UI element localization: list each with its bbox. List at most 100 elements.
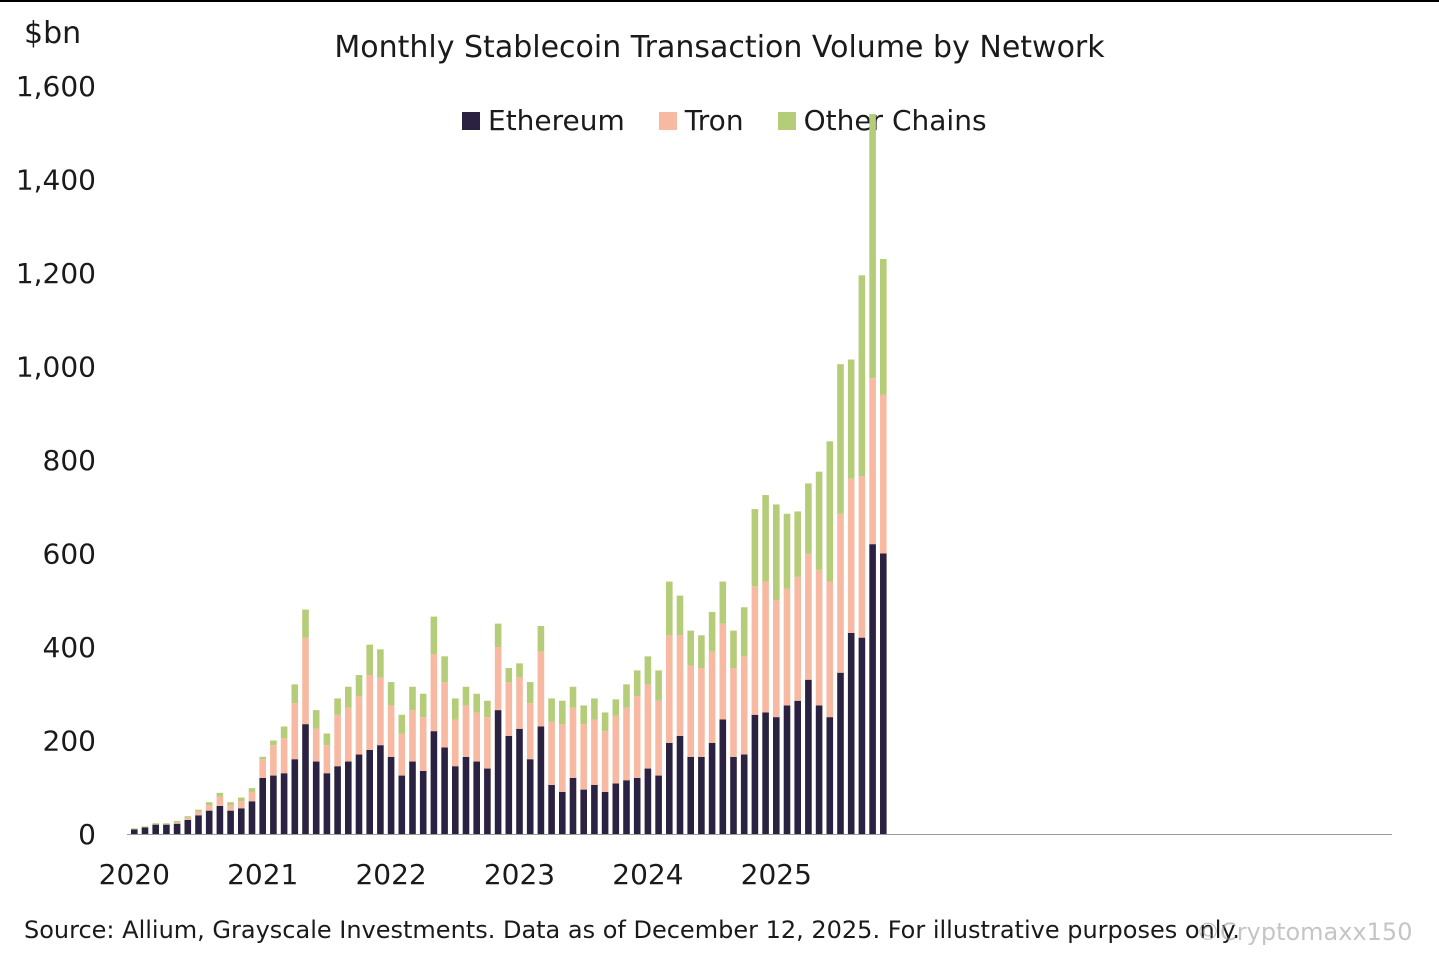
bar-segment-other-chains — [601, 712, 609, 732]
bar-segment-other-chains — [163, 823, 170, 825]
bar-segment-other-chains — [805, 483, 812, 554]
legend-label-tron: Tron — [684, 104, 744, 137]
legend-label-ethereum: Ethereum — [488, 104, 625, 137]
bar-segment-tron — [698, 668, 705, 757]
bar-segment-tron — [580, 724, 587, 790]
bar-segment-ethereum — [141, 827, 149, 834]
bar-segment-tron — [633, 696, 641, 778]
legend-swatch-ethereum — [462, 111, 480, 130]
bar-segment-tron — [291, 703, 299, 760]
bar-segment-tron — [730, 668, 737, 757]
bar-segment-other-chains — [623, 684, 630, 708]
bar-segment-tron — [815, 569, 823, 706]
bar-segment-other-chains — [655, 670, 662, 701]
bar-segment-ethereum — [291, 759, 299, 834]
bar-segment-ethereum — [195, 815, 202, 834]
bar-segment-ethereum — [398, 775, 406, 834]
bar-segment-tron — [740, 656, 748, 755]
bar-segment-tron — [366, 675, 373, 750]
x-tick-label: 2023 — [484, 858, 555, 891]
bar-segment-other-chains — [248, 788, 256, 792]
bar-segment-ethereum — [441, 747, 448, 834]
legend-swatch-other-chains — [777, 111, 796, 130]
bar-segment-tron — [805, 553, 812, 680]
bar-segment-tron — [869, 378, 876, 545]
y-tick-label: 1,400 — [16, 164, 96, 197]
legend-item-tron: Tron — [658, 104, 744, 137]
bar-segment-other-chains — [131, 828, 138, 830]
bar-segment-tron — [655, 700, 662, 776]
bar-segment-other-chains — [666, 581, 673, 636]
bar-segment-ethereum — [505, 735, 513, 834]
legend-item-ethereum: Ethereum — [462, 104, 625, 137]
bar-segment-tron — [847, 478, 855, 633]
bar-segment-ethereum — [152, 824, 159, 834]
bar-segment-other-chains — [452, 698, 459, 720]
bar-segment-other-chains — [430, 616, 438, 655]
bar-segment-tron — [302, 637, 309, 725]
y-tick-label: 1,000 — [16, 351, 96, 384]
bar-segment-ethereum — [762, 712, 769, 834]
bar-segment-other-chains — [173, 820, 181, 823]
bar-segment-other-chains — [869, 114, 876, 379]
bar-segment-other-chains — [259, 756, 266, 760]
bar-segment-tron — [880, 394, 887, 554]
bar-segment-tron — [205, 805, 213, 811]
bar-segment-other-chains — [441, 656, 448, 683]
bar-segment-other-chains — [280, 726, 288, 739]
bar-segment-other-chains — [719, 581, 727, 624]
bar-segment-other-chains — [698, 635, 705, 669]
bar-segment-other-chains — [312, 710, 320, 729]
bar-segment-tron — [473, 712, 480, 762]
bar-segment-ethereum — [131, 829, 138, 834]
bar-segment-ethereum — [783, 705, 791, 834]
bar-segment-tron — [430, 654, 438, 732]
legend-swatch-tron — [658, 111, 677, 130]
bar-segment-other-chains — [644, 656, 652, 685]
bar-segment-ethereum — [559, 791, 566, 834]
y-axis-unit-label: $bn — [24, 16, 82, 51]
bar-segment-tron — [280, 738, 288, 774]
bar-segment-tron — [441, 682, 448, 748]
bar-segment-ethereum — [826, 717, 834, 835]
bar-segment-tron — [783, 588, 791, 706]
bar-segment-tron — [569, 707, 577, 778]
bar-segment-ethereum — [323, 773, 331, 834]
bar-segment-other-chains — [484, 700, 491, 718]
bar-segment-other-chains — [526, 682, 534, 704]
bar-segment-ethereum — [409, 761, 416, 834]
bar-segment-tron — [505, 682, 513, 736]
bar-segment-ethereum — [248, 801, 256, 834]
bar-segment-ethereum — [494, 710, 502, 834]
bar-segment-tron — [312, 728, 320, 762]
bar-segment-tron — [248, 791, 256, 802]
bar-segment-other-chains — [398, 714, 406, 734]
bar-segment-ethereum — [708, 742, 716, 834]
bar-segment-other-chains — [366, 644, 373, 676]
bar-segment-ethereum — [334, 766, 341, 834]
bar-segment-other-chains — [762, 495, 769, 582]
bar-segment-ethereum — [516, 728, 523, 834]
x-tick-label: 2024 — [612, 858, 683, 891]
bar-segment-ethereum — [216, 805, 224, 834]
bar-segment-ethereum — [773, 717, 780, 835]
bar-segment-other-chains — [858, 275, 866, 477]
bar-segment-other-chains — [387, 682, 395, 706]
bar-segment-ethereum — [430, 731, 438, 834]
bar-segment-ethereum — [676, 735, 684, 834]
bar-segment-tron — [794, 576, 801, 701]
bar-segment-ethereum — [205, 810, 213, 835]
bar-segment-tron — [184, 817, 192, 820]
bar-segment-other-chains — [205, 802, 213, 806]
bar-segment-tron — [516, 677, 523, 729]
bar-segment-tron — [719, 623, 727, 720]
bar-segment-other-chains — [494, 623, 502, 648]
bar-segment-tron — [462, 705, 470, 757]
bar-segment-tron — [452, 719, 459, 767]
bar-segment-other-chains — [633, 670, 641, 697]
bar-segment-ethereum — [548, 784, 555, 834]
bar-segment-ethereum — [794, 700, 801, 834]
bar-segment-other-chains — [591, 698, 598, 720]
bar-segment-other-chains — [676, 595, 684, 636]
